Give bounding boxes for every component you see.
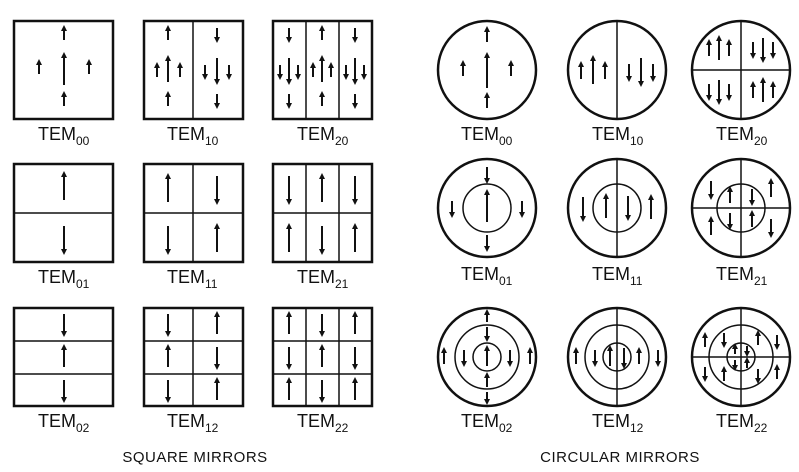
mode-label: TEM21 [297, 267, 349, 291]
field-arrows [154, 25, 232, 109]
field-arrows [286, 173, 358, 255]
circular-mode-tem01 [436, 157, 538, 259]
mode-label: TEM21 [716, 264, 768, 288]
circular-mode-tem10 [566, 19, 668, 121]
field-arrows [165, 173, 220, 255]
mode-label: TEM10 [592, 124, 644, 148]
field-arrows [706, 35, 776, 105]
mode-label: TEM02 [38, 411, 90, 435]
circular-mode-tem02 [436, 306, 538, 408]
mode-label: TEM12 [592, 411, 644, 435]
field-arrows [580, 193, 654, 222]
field-arrows [702, 330, 780, 384]
field-arrows [460, 26, 514, 108]
mode-label: TEM11 [167, 267, 218, 291]
mode-label: TEM01 [38, 267, 90, 291]
field-arrows [578, 55, 656, 87]
square-mode-tem00 [12, 19, 115, 121]
mode-label: TEM20 [716, 124, 768, 148]
square-mode-tem20 [271, 19, 374, 121]
circular-mode-tem21 [690, 157, 792, 259]
square-mirrors-caption: SQUARE MIRRORS [122, 449, 267, 466]
mode-label: TEM20 [297, 124, 349, 148]
square-mode-tem11 [142, 162, 245, 264]
field-arrows [441, 309, 533, 405]
square-mode-tem01 [12, 162, 115, 264]
mode-label: TEM22 [716, 411, 768, 435]
field-arrows [573, 345, 661, 369]
mode-label: TEM00 [38, 124, 90, 148]
circular-mode-tem00 [436, 19, 538, 121]
square-mode-tem21 [271, 162, 374, 264]
circular-mode-labels: TEM00 TEM10 TEM20 TEM01 TEM11 TEM21 TEM0… [461, 124, 768, 435]
mode-label: TEM02 [461, 411, 513, 435]
mode-label: TEM22 [297, 411, 349, 435]
mode-label: TEM11 [592, 264, 643, 288]
field-arrows [165, 311, 220, 403]
mode-label: TEM00 [461, 124, 513, 148]
circular-mode-tem11 [566, 157, 668, 259]
square-mode-tem12 [142, 306, 245, 408]
circular-mode-tem22 [690, 306, 792, 408]
circular-mirrors-caption: CIRCULAR MIRRORS [540, 449, 700, 466]
square-mode-tem02 [12, 306, 115, 408]
field-arrows [449, 167, 525, 252]
field-arrows [286, 311, 358, 403]
circular-mode-tem12 [566, 306, 668, 408]
circular-mode-tem20 [690, 19, 792, 121]
mode-label: TEM12 [167, 411, 219, 435]
field-arrows [277, 25, 367, 109]
square-mode-tem22 [271, 306, 374, 408]
mode-label: TEM10 [167, 124, 219, 148]
square-mode-tem10 [142, 19, 245, 121]
square-mode-labels: TEM00 TEM10 TEM20 TEM01 TEM11 TEM21 TEM0… [38, 124, 349, 435]
field-arrows [36, 25, 92, 106]
field-arrows [708, 178, 774, 238]
mode-label: TEM01 [461, 264, 513, 288]
